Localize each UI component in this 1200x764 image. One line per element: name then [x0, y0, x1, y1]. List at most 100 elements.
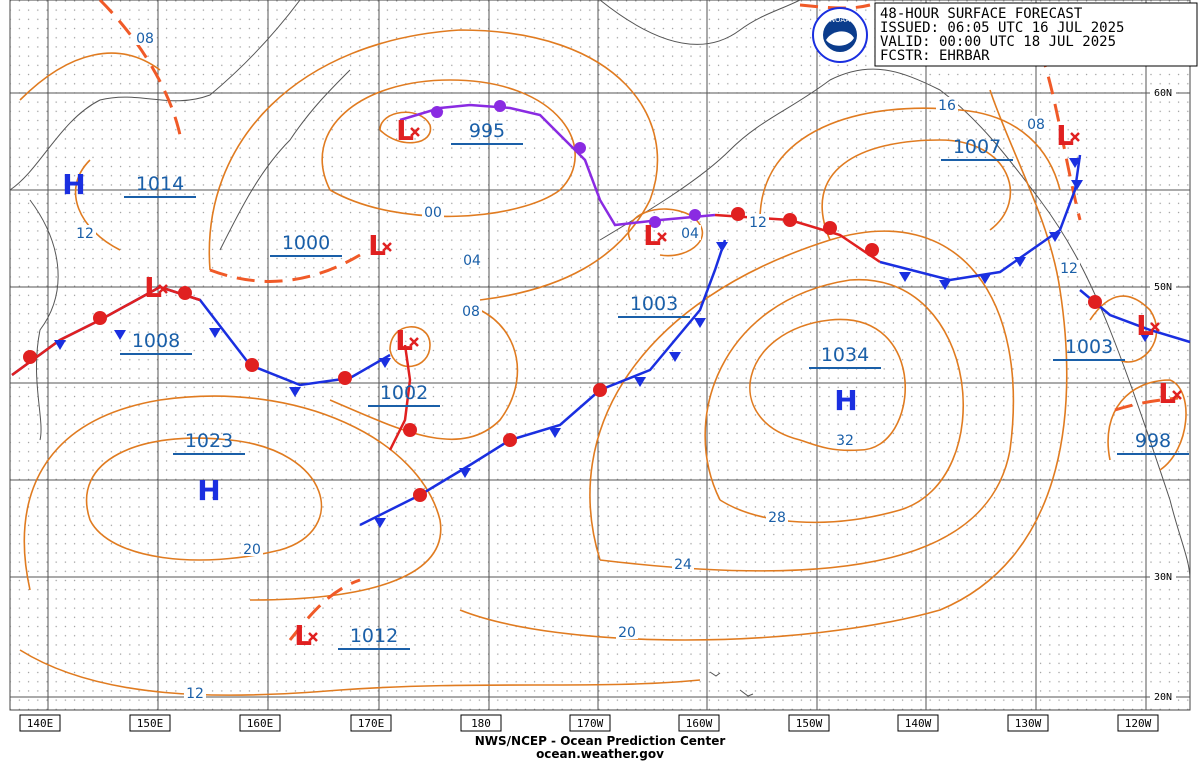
isobar-label: 04: [463, 253, 481, 269]
low-center: L: [643, 219, 661, 252]
high-center: H: [62, 168, 85, 201]
low-center: L: [1136, 309, 1154, 342]
isobar-label: 16: [938, 98, 956, 114]
lat-label: 30N: [1154, 572, 1172, 583]
warm-front-symbol: [1088, 295, 1102, 309]
lon-label: 180: [471, 717, 491, 730]
low-center: L: [1056, 119, 1074, 152]
warm-front-symbol: [823, 221, 837, 235]
lon-label: 150E: [137, 717, 164, 730]
lat-label: 20N: [1154, 692, 1172, 703]
warm-front-symbol: [413, 488, 427, 502]
lon-label: 160W: [686, 717, 713, 730]
lat-label: 50N: [1154, 282, 1172, 293]
low-center: L: [368, 229, 386, 262]
lon-label-box: [678, 714, 720, 732]
map-frame: [9, 0, 1191, 711]
high-center: H: [197, 474, 220, 507]
labels: 140E 150E 160E 170E 180 170W 160W 150W 140W 130W 1…: [19, 30, 1189, 732]
warm-front-symbol: [503, 433, 517, 447]
isobar-label: 12: [76, 226, 94, 242]
pressure-label: 1034: [821, 344, 869, 366]
cold-front-symbol: [54, 340, 66, 350]
low-center: L: [395, 324, 413, 357]
header-line: 48-HOUR SURFACE FORECAST: [880, 6, 1083, 22]
lon-label: 170E: [358, 717, 385, 730]
isobar-label: 08: [462, 304, 480, 320]
lon-label: 140E: [27, 717, 54, 730]
lon-label: 160E: [247, 717, 274, 730]
cold-front-symbol: [209, 328, 221, 338]
isobar-label-bg: [616, 624, 638, 639]
lat-label-box: [1150, 85, 1176, 99]
isobar-label-bg: [460, 303, 482, 318]
lat-label: 60N: [1154, 88, 1172, 99]
low-marker: [410, 127, 420, 137]
low-center: L: [144, 271, 162, 304]
low-marker: [382, 242, 392, 252]
low-center: L: [1158, 377, 1176, 410]
isobar-label-bg: [679, 225, 701, 240]
graticule: [10, 0, 1190, 710]
lon-label-box: [1117, 714, 1159, 732]
isobar-label: 08: [136, 31, 154, 47]
lon-label-box: [129, 714, 171, 732]
cold-front-symbol: [669, 352, 681, 362]
lon-label-box: [788, 714, 830, 732]
pressure-label: 1002: [380, 382, 428, 404]
lon-label: 170W: [577, 717, 604, 730]
pressure-label: 1023: [185, 430, 233, 452]
lon-label-box: [1007, 714, 1049, 732]
pressure-label: 1007: [953, 136, 1001, 158]
header-frame: [874, 2, 1198, 67]
cold-front-symbol: [459, 468, 471, 478]
occluded-front-symbol: [574, 142, 586, 154]
warm-front-symbol: [245, 358, 259, 372]
pressure-label: 1003: [1065, 336, 1113, 358]
isobar-label-bg: [241, 541, 263, 556]
cold-front-symbol: [634, 377, 646, 387]
pressure-label: 995: [469, 120, 505, 142]
fronts: [11, 100, 1191, 528]
lon-label-box: [350, 714, 392, 732]
low-center: L: [396, 114, 414, 147]
warm-front-symbol: [338, 371, 352, 385]
cold-front-symbol: [939, 280, 951, 290]
isobar-label: 08: [1027, 117, 1045, 133]
cold-front-symbol: [114, 330, 126, 340]
cold-front-symbol: [694, 318, 706, 328]
coastlines: [9, 0, 1191, 697]
low-marker: [657, 232, 667, 242]
low-marker: [1172, 390, 1182, 400]
low-marker: [1150, 322, 1160, 332]
lon-label: 140W: [905, 717, 932, 730]
cold-front-symbol: [899, 272, 911, 282]
lon-label-box: [19, 714, 61, 732]
isobar-label-bg: [74, 225, 96, 240]
low-marker: [409, 337, 419, 347]
high-center: H: [834, 384, 857, 417]
lat-label-box: [1150, 279, 1176, 293]
cold-front-symbol: [716, 242, 728, 252]
warm-front-symbol: [593, 383, 607, 397]
warm-front-symbol: [731, 207, 745, 221]
cold-front: [359, 239, 727, 527]
lon-label: 120W: [1125, 717, 1152, 730]
isobar-label: 28: [768, 510, 786, 526]
occluded-front-symbol: [494, 100, 506, 112]
header-box: NOAA 48-HOUR SURFACE FORECAST ISSUED: 06…: [812, 2, 1198, 67]
cold-front-symbol: [379, 358, 391, 368]
pressure-label: 1014: [136, 173, 184, 195]
cold-front-symbol: [289, 387, 301, 397]
lat-label-box: [1150, 569, 1176, 583]
isobar-label: 12: [1060, 261, 1078, 277]
cold-front-symbol: [1139, 332, 1151, 342]
pressure-label: 1000: [282, 232, 330, 254]
footer: ocean.weather.gov: [536, 747, 664, 761]
lon-label-box: [569, 714, 611, 732]
occluded-front-symbol: [649, 216, 661, 228]
low-marker: [158, 284, 168, 294]
isobars: [19, 29, 1187, 697]
isobar-label-bg: [1025, 116, 1047, 131]
